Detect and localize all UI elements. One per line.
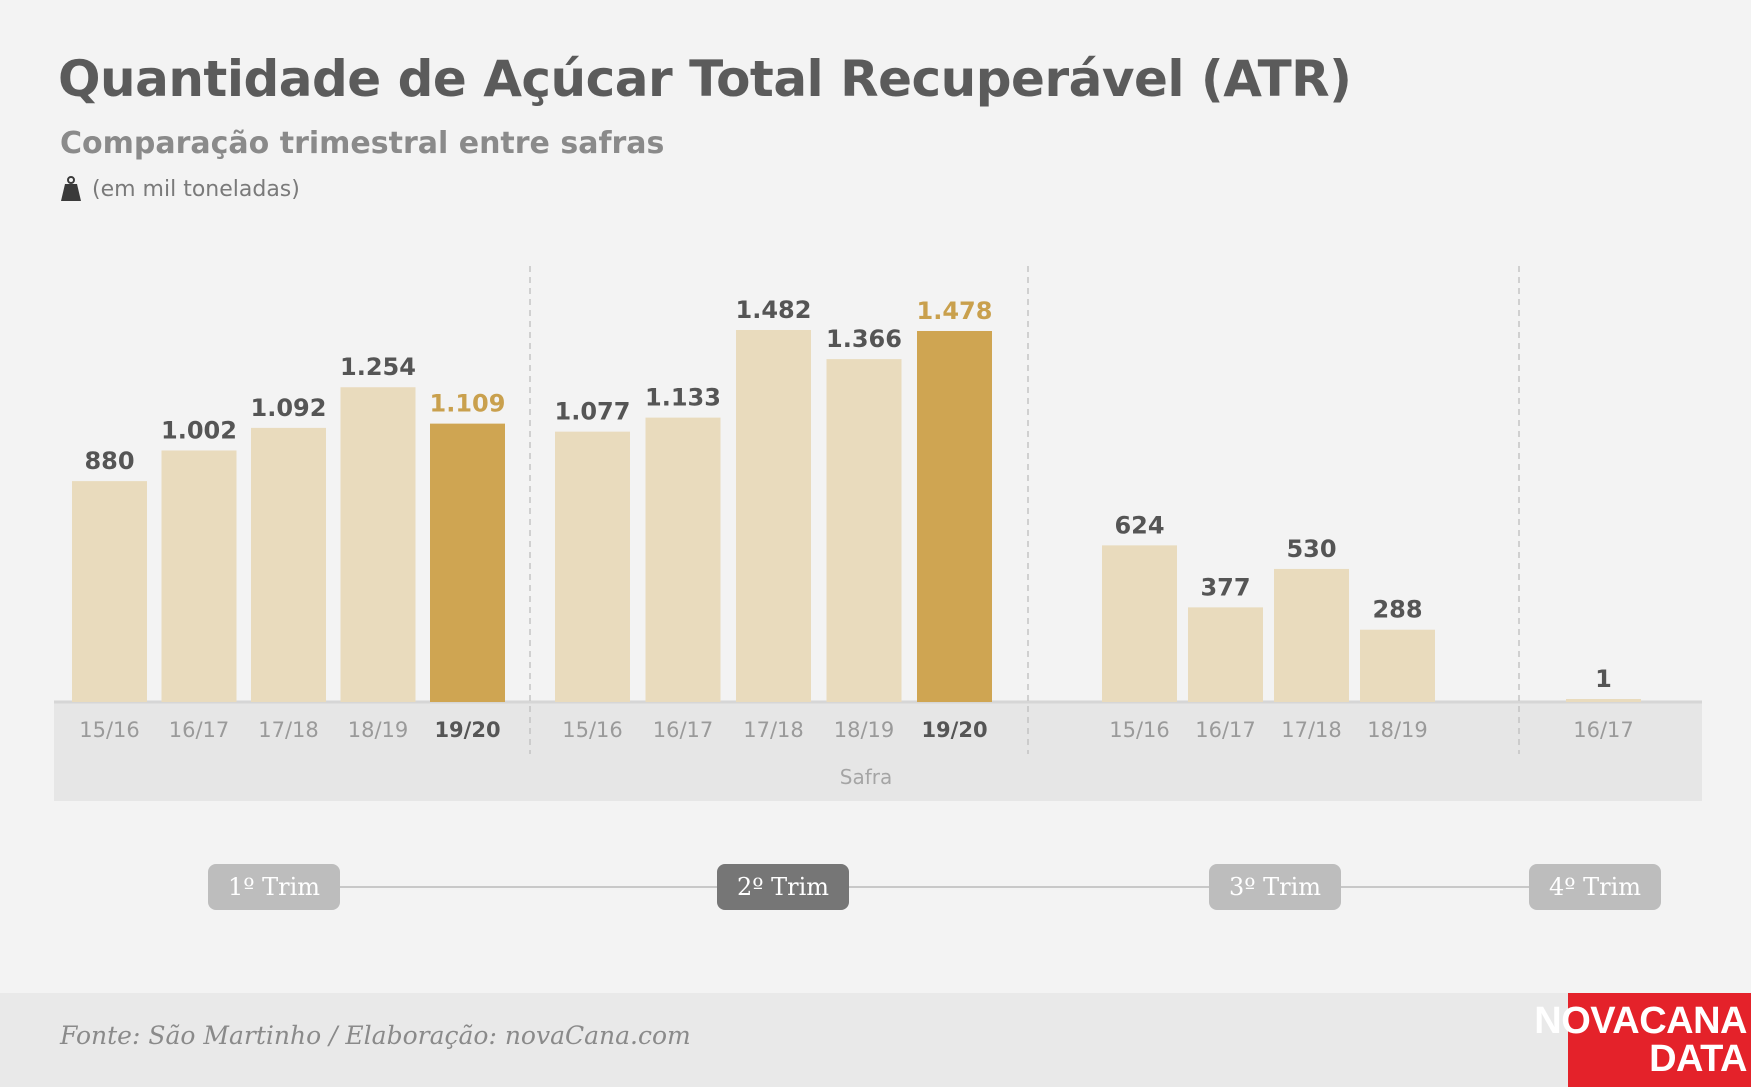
- bar-2-16-17: [645, 417, 721, 702]
- value-label: 1.133: [645, 384, 721, 412]
- value-label: 1.254: [340, 353, 416, 381]
- x-tick-label: 16/17: [169, 718, 230, 742]
- x-tick-label: 17/18: [258, 718, 319, 742]
- bar-2-19-20: [917, 331, 992, 702]
- x-axis-title: Safra: [840, 765, 892, 789]
- bar-4-16-17: [1566, 699, 1641, 702]
- value-label: 1.482: [736, 296, 812, 324]
- source-note: Fonte: São Martinho / Elaboração: novaCa…: [60, 1021, 691, 1050]
- value-label: 880: [84, 447, 134, 475]
- x-tick-label: 16/17: [653, 718, 714, 742]
- value-label: 1.092: [251, 394, 327, 422]
- x-tick-label: 17/18: [1281, 718, 1342, 742]
- bar-1-16-17: [161, 450, 237, 702]
- trimester-pill-label: 4º Trim: [1549, 873, 1641, 901]
- value-label: 530: [1286, 535, 1336, 563]
- x-tick-label: 16/17: [1573, 718, 1634, 742]
- bar-3-17-18: [1274, 568, 1349, 702]
- bar-3-18-19: [1360, 629, 1435, 702]
- value-label: 377: [1200, 573, 1250, 601]
- bar-3-16-17: [1188, 607, 1263, 702]
- trimester-pill-label: 1º Trim: [228, 873, 320, 901]
- value-label: 1.077: [555, 398, 631, 426]
- x-tick-label: 15/16: [562, 718, 623, 742]
- unit-note-text: (em mil toneladas): [92, 176, 300, 202]
- x-tick-label: 18/19: [1367, 718, 1428, 742]
- bar-chart: 880 15/16 1.002 16/17 1.092 17/18 1.254 18/19 1.…: [54, 266, 1702, 910]
- trimester-pill-4: [1529, 864, 1661, 910]
- bar-1-18-19: [340, 387, 416, 702]
- footer: Fonte: São Martinho / Elaboração: novaCa…: [0, 993, 1751, 1087]
- unit-note: (em mil toneladas): [60, 176, 300, 202]
- trimester-pill-1: [208, 864, 340, 910]
- bar-1-17-18: [251, 427, 326, 702]
- value-label: 624: [1114, 511, 1164, 539]
- x-axis-band: [54, 702, 1702, 801]
- x-tick-label: 19/20: [434, 718, 500, 742]
- value-label: 1.478: [917, 297, 993, 325]
- x-tick-label: 15/16: [79, 718, 140, 742]
- x-tick-label: 17/18: [743, 718, 804, 742]
- value-label: 1.002: [161, 416, 237, 444]
- bar-3-15-16: [1102, 545, 1177, 702]
- value-label: 1: [1595, 665, 1612, 693]
- chart-title: Quantidade de Açúcar Total Recuperável (…: [58, 50, 1352, 108]
- chart-subtitle: Comparação trimestral entre safras: [60, 126, 665, 161]
- logo-line-2: DATA: [1649, 1038, 1747, 1080]
- x-tick-label: 18/19: [834, 718, 895, 742]
- x-tick-label: 15/16: [1109, 718, 1170, 742]
- bar-2-17-18: [736, 330, 811, 702]
- novacana-data-logo: NOVACANA DATA: [1534, 993, 1751, 1087]
- bar-2-15-16: [555, 431, 630, 702]
- bar-1-15-16: [72, 481, 147, 702]
- trimester-pill-label: 3º Trim: [1229, 873, 1321, 901]
- x-tick-label: 19/20: [921, 718, 987, 742]
- weight-icon: [61, 176, 81, 201]
- value-label: 288: [1372, 596, 1422, 624]
- trimester-pill-label: 2º Trim: [737, 873, 829, 901]
- trimester-pill-3: [1209, 864, 1341, 910]
- value-label: 1.366: [826, 325, 902, 353]
- x-tick-label: 18/19: [348, 718, 409, 742]
- value-label: 1.109: [430, 390, 506, 418]
- trimester-pill-2: [717, 864, 849, 910]
- bar-1-19-20: [430, 423, 505, 702]
- x-tick-label: 16/17: [1195, 718, 1256, 742]
- logo-line-1: NOVACANA: [1534, 1000, 1747, 1042]
- bar-2-18-19: [826, 359, 902, 702]
